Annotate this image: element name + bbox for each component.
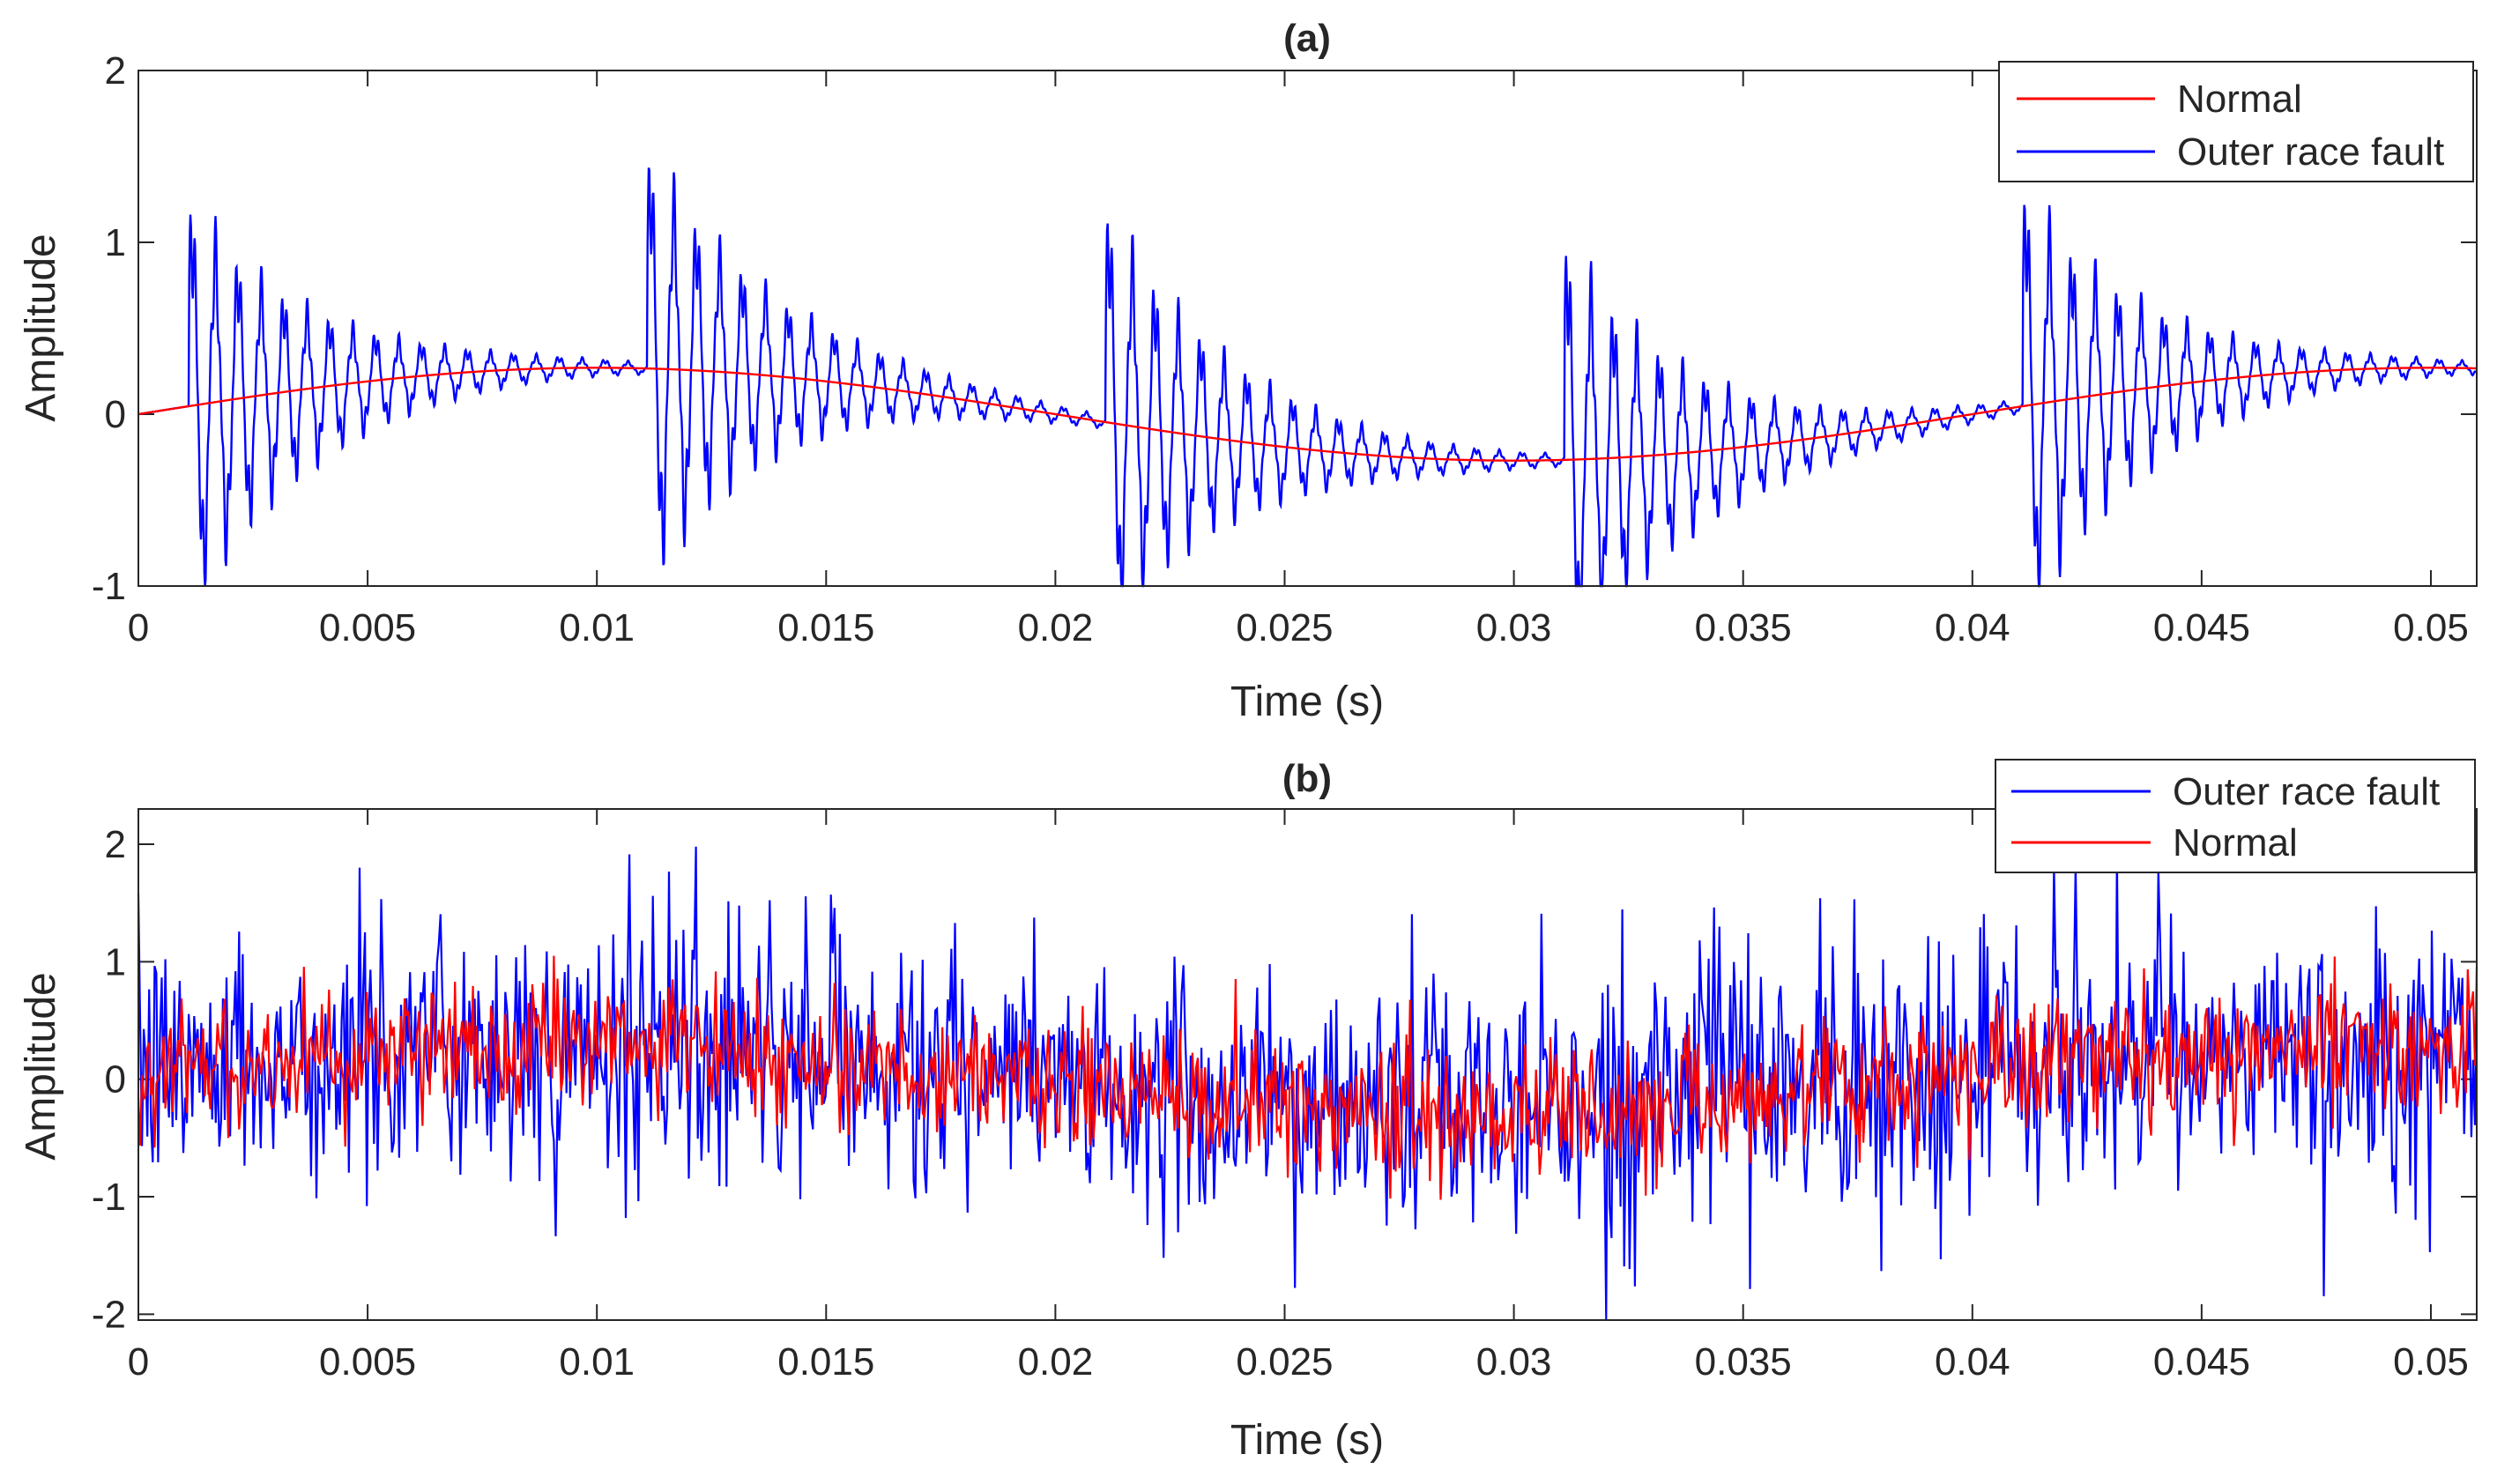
x-tick-label-b: 0.015 xyxy=(777,1340,874,1384)
x-tick-label-b: 0.005 xyxy=(319,1340,416,1384)
y-tick-label-a: 1 xyxy=(105,221,126,264)
x-tick-label-b: 0.02 xyxy=(1018,1340,1094,1384)
y-tick-label-b: 0 xyxy=(105,1058,126,1102)
axes-box-b xyxy=(137,808,2478,1321)
title-a: (a) xyxy=(1283,17,1331,60)
series-line-normal-b xyxy=(137,955,2478,1200)
y-tick-label-b: 2 xyxy=(105,823,126,866)
x-tick-label-a: 0.035 xyxy=(1695,606,1792,649)
x-tick-label-b: 0.03 xyxy=(1476,1340,1552,1384)
x-tick-label-a: 0.04 xyxy=(1935,606,2010,649)
x-tick-label-a: 0.015 xyxy=(777,606,874,649)
axes-box-a xyxy=(137,70,2478,587)
legend-box-b xyxy=(1995,759,2476,873)
legend-b: Outer race fault Normal xyxy=(1995,759,2476,873)
x-tick-label-b: 0.025 xyxy=(1236,1340,1333,1384)
legend-label-normal: Normal xyxy=(2177,78,2302,121)
legend-a: Normal Outer race fault xyxy=(1998,61,2474,182)
x-axis-label-a: Time (s) xyxy=(1230,679,1384,725)
x-tick-label-b: 0 xyxy=(128,1340,149,1384)
y-axis-label-a: Amplitude xyxy=(18,234,64,421)
x-ticks-b: 0 0.005 0.01 0.015 0.02 0.025 0.03 0.035 0.04 0.0… xyxy=(128,809,2469,1384)
x-tick-label-b: 0.045 xyxy=(2153,1340,2250,1384)
x-ticks-a: 0 0.005 0.01 0.015 0.02 0.025 0.03 0.035 0.04 0.0… xyxy=(128,70,2469,649)
y-tick-label-b: 1 xyxy=(105,940,126,983)
series-line-outer-race-fault-a xyxy=(137,167,2478,588)
x-tick-label-a: 0 xyxy=(128,606,149,649)
y-tick-label-a: 2 xyxy=(105,49,126,93)
x-axis-label-b: Time (s) xyxy=(1230,1417,1384,1464)
title-b: (b) xyxy=(1282,757,1332,800)
x-tick-label-b: 0.05 xyxy=(2393,1340,2469,1384)
legend-label-fault: Outer race fault xyxy=(2177,130,2444,174)
legend-label-fault-b: Outer race fault xyxy=(2173,770,2440,813)
x-tick-label-b: 0.01 xyxy=(559,1340,635,1384)
series-lines-b xyxy=(137,846,2478,1321)
series-line-normal-a xyxy=(137,367,2478,462)
y-ticks-b: -2 -1 0 1 2 xyxy=(92,823,2477,1336)
x-tick-label-a: 0.05 xyxy=(2393,606,2469,649)
x-tick-label-a: 0.03 xyxy=(1476,606,1552,649)
legend-box-a xyxy=(1998,61,2474,182)
x-tick-label-a: 0.025 xyxy=(1236,606,1333,649)
x-tick-label-a: 0.005 xyxy=(319,606,416,649)
x-tick-label-a: 0.02 xyxy=(1018,606,1094,649)
y-tick-label-a: -1 xyxy=(92,565,126,608)
series-line-outer-race-fault-b xyxy=(137,846,2478,1321)
x-tick-label-b: 0.04 xyxy=(1935,1340,2010,1384)
panel-a: (a) 0 0.005 0.01 0.015 0.02 0.025 0.03 0.035 0.0… xyxy=(18,17,2478,725)
legend-label-normal-b: Normal xyxy=(2173,821,2298,864)
x-tick-label-b: 0.035 xyxy=(1695,1340,1792,1384)
panel-b: (b) 0 0.005 0.01 0.015 0.02 0.025 0.03 0.035 0.0… xyxy=(18,757,2478,1464)
y-tick-label-b: -2 xyxy=(92,1293,126,1336)
x-tick-label-a: 0.045 xyxy=(2153,606,2250,649)
y-tick-label-b: -1 xyxy=(92,1176,126,1219)
y-tick-label-a: 0 xyxy=(105,393,126,436)
y-axis-label-b: Amplitude xyxy=(18,972,64,1160)
series-lines-a xyxy=(137,167,2478,588)
x-tick-label-a: 0.01 xyxy=(559,606,635,649)
